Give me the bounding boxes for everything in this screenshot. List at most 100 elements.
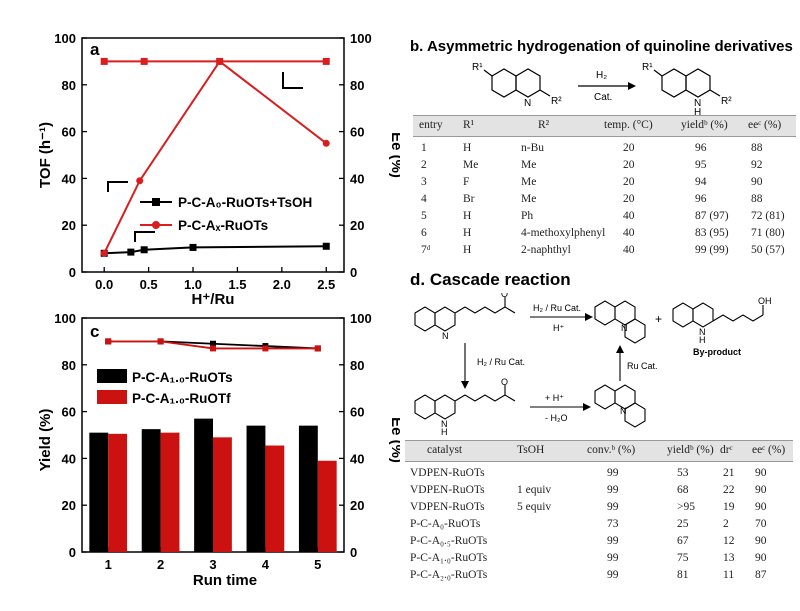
x-tick-label: 1 — [105, 557, 112, 572]
table-cell: P-C-A₀.₅-RuOTs — [410, 535, 488, 547]
arrow-label: H⁺ — [553, 323, 564, 333]
arrow-label: + H⁺ — [545, 393, 564, 403]
table-cell: VDPEN-RuOTs — [410, 467, 485, 479]
table-cell: Br — [463, 193, 475, 205]
col-header: eeᶜ (%) — [748, 119, 782, 131]
n-label: N — [524, 98, 531, 109]
y-axis-label: TOF (h⁻¹) — [37, 122, 54, 188]
o-label: O — [501, 293, 508, 299]
table-cell: 90 — [755, 552, 767, 564]
table-cell: 21 — [723, 467, 735, 479]
y-tick-label: 80 — [62, 78, 76, 93]
col-header: entry — [419, 119, 443, 131]
data-point — [322, 57, 330, 65]
data-point — [100, 57, 108, 65]
table-cell: 4 — [421, 193, 427, 205]
table-row: P-C-A₀-RuOTs 73 25 2 70 — [405, 517, 793, 534]
x-tick-label: 4 — [262, 557, 270, 572]
data-point — [127, 248, 135, 256]
table-cell: 95 — [695, 159, 707, 171]
table-cell: 99 — [607, 569, 619, 581]
data-point — [136, 177, 144, 185]
y-tick-label: 20 — [62, 218, 76, 233]
table-cell: 96 — [695, 193, 707, 205]
table-cell: P-C-A₀-RuOTs — [410, 518, 481, 530]
data-point — [105, 338, 112, 345]
h-label: H — [694, 107, 701, 115]
table-d: catalyst TsOH conv.ᵇ (%) yieldᵇ (%) drᶜ … — [405, 440, 793, 590]
col-header: conv.ᵇ (%) — [587, 444, 636, 456]
y2-tick-label: 40 — [350, 171, 364, 186]
table-cell: VDPEN-RuOTs — [410, 484, 485, 496]
table-cell: 90 — [755, 467, 767, 479]
table-cell: 92 — [751, 159, 763, 171]
arrow-left-icon — [134, 231, 155, 242]
arrow-left-icon — [107, 181, 128, 192]
h-label: H — [441, 427, 448, 437]
table-cell: 22 — [723, 484, 735, 496]
col-header: temp. (°C) — [604, 119, 653, 131]
y-tick-label: 100 — [54, 31, 76, 46]
table-cell: Me — [521, 159, 537, 171]
data-point — [210, 345, 216, 352]
plot-frame — [81, 37, 345, 273]
n-label: N — [442, 331, 449, 341]
table-cell: 3 — [421, 176, 427, 188]
data-point — [216, 57, 224, 65]
table-cell: 87 — [755, 569, 767, 581]
table-row: VDPEN-RuOTs 5 equiv 99 >95 19 90 — [405, 500, 793, 517]
bar — [317, 460, 337, 552]
table-cell: 99 — [607, 552, 619, 564]
col-header: catalyst — [427, 444, 463, 456]
bar — [89, 432, 109, 552]
table-cell: 94 — [695, 176, 707, 188]
y-tick-label: 60 — [62, 405, 76, 420]
data-point — [314, 345, 321, 352]
x-tick-label: 1.0 — [184, 277, 202, 292]
panel-d-title: d. Cascade reaction — [410, 270, 571, 289]
series-line — [103, 59, 327, 254]
table-cell: 88 — [751, 193, 763, 205]
col-header: R² — [538, 119, 550, 131]
table-cell: 99 — [607, 467, 619, 479]
r1-label: R¹ — [642, 62, 653, 73]
y2-axis-label: Ee (%) — [388, 132, 400, 178]
col-header: eeᶜ (%) — [752, 444, 786, 456]
data-point — [322, 139, 330, 147]
table-cell: 88 — [751, 142, 763, 154]
panel-b-title: b. Asymmetric hydrogenation of quinoline… — [410, 38, 793, 55]
x-tick-label: 5 — [314, 557, 321, 572]
table-b: entry R¹ R² temp. (°C) yieldᵇ (%) eeᶜ (%… — [413, 115, 796, 265]
arrow-label: H₂ / Ru Cat. — [533, 303, 581, 313]
y2-tick-label: 100 — [350, 31, 372, 46]
table-row: VDPEN-RuOTs 1 equiv 99 68 22 90 — [405, 483, 793, 500]
col-header: yieldᵇ (%) — [667, 444, 714, 456]
bar — [265, 445, 285, 552]
table-cell: 1 equiv — [517, 484, 552, 496]
arrow-label: - H₂O — [545, 413, 568, 423]
x-tick-label: 3 — [209, 557, 216, 572]
data-point — [140, 246, 148, 254]
table-cell: 11 — [723, 569, 735, 581]
r2-label: R² — [721, 96, 732, 107]
table-cell: H — [463, 210, 472, 222]
reaction-scheme-d: N O H₂ / Ru Cat. H⁺ N + OH N H By-produc… — [414, 293, 772, 437]
table-cell: Me — [521, 176, 537, 188]
data-point — [322, 242, 330, 250]
table-cell: 40 — [623, 244, 635, 256]
x-tick-label: 2 — [157, 557, 164, 572]
table-cell: n-Bu — [521, 142, 544, 154]
table-row: 7ᵈ H 2-naphthyl 40 99 (99) 50 (57) — [413, 243, 796, 260]
legend-label: P-C-A₁.₀-RuOTs — [132, 370, 233, 385]
table-header: entry R¹ R² temp. (°C) yieldᵇ (%) eeᶜ (%… — [413, 115, 796, 137]
table-cell: 83 (95) — [695, 227, 729, 239]
data-point — [210, 340, 216, 347]
data-point — [157, 338, 164, 345]
table-cell: 71 (80) — [751, 227, 785, 239]
table-cell: 25 — [677, 518, 689, 530]
x-tick-label: 0.5 — [140, 277, 158, 292]
r2-label: R² — [551, 96, 562, 107]
chart-a: 0.0 0.5 1.0 1.5 2.0 2.5 0 20 40 60 80 100 0 20 40 60 80 1… — [37, 31, 400, 308]
data-point — [100, 249, 108, 257]
